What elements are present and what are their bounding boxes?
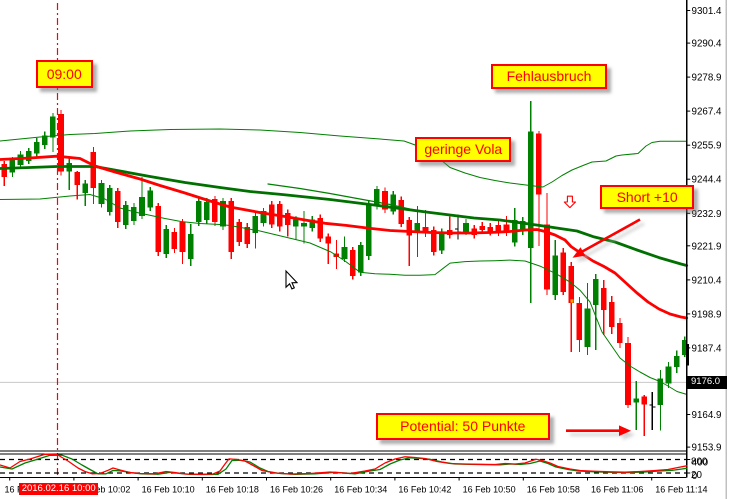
- svg-text:400: 400: [692, 458, 709, 469]
- svg-text:9153.9: 9153.9: [692, 443, 722, 454]
- svg-text:9164.9: 9164.9: [692, 410, 722, 421]
- svg-text:16 Feb 10:50: 16 Feb 10:50: [463, 484, 516, 494]
- svg-text:16 Feb 10:10: 16 Feb 10:10: [142, 484, 195, 494]
- svg-text:9232.9: 9232.9: [692, 209, 722, 220]
- svg-text:9221.9: 9221.9: [692, 241, 722, 252]
- svg-text:16 Feb 11:14: 16 Feb 11:14: [655, 484, 707, 494]
- svg-text:16 Feb 11:06: 16 Feb 11:06: [591, 484, 643, 494]
- svg-text:9244.4: 9244.4: [692, 175, 723, 186]
- svg-text:9301.4: 9301.4: [692, 6, 723, 17]
- svg-text:16 Feb 10:18: 16 Feb 10:18: [206, 484, 259, 494]
- svg-text:9267.4: 9267.4: [692, 107, 723, 118]
- svg-text:16 Feb 10:58: 16 Feb 10:58: [527, 484, 580, 494]
- svg-text:9210.4: 9210.4: [692, 275, 723, 286]
- svg-text:16 Feb 10:02: 16 Feb 10:02: [77, 484, 130, 494]
- svg-text:16 Feb 10:34: 16 Feb 10:34: [334, 484, 387, 494]
- svg-text:9255.9: 9255.9: [692, 141, 722, 152]
- svg-text:0: 0: [692, 471, 698, 482]
- svg-text:9278.9: 9278.9: [692, 73, 722, 84]
- svg-text:20: 20: [691, 470, 702, 481]
- svg-text:16 Feb 10:26: 16 Feb 10:26: [270, 484, 323, 494]
- svg-text:9198.9: 9198.9: [692, 309, 722, 320]
- svg-text:9290.4: 9290.4: [692, 39, 723, 50]
- svg-text:16 Feb 10:42: 16 Feb 10:42: [398, 484, 451, 494]
- svg-text:9187.4: 9187.4: [692, 343, 723, 354]
- svg-text:800: 800: [691, 457, 708, 468]
